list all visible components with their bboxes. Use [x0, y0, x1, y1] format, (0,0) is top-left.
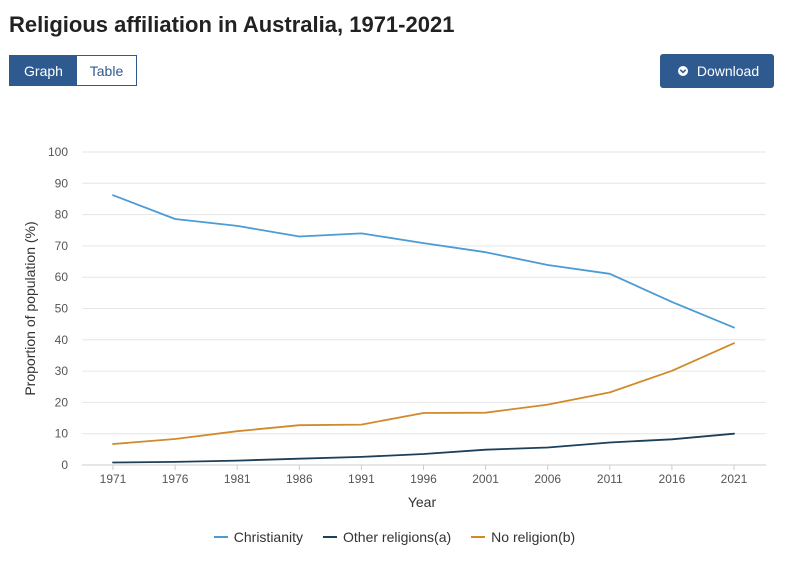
data-point: [236, 430, 238, 432]
tab-graph[interactable]: Graph: [10, 56, 77, 85]
data-point: [360, 456, 362, 458]
x-tick-label: 1996: [410, 472, 437, 486]
data-point: [422, 242, 424, 244]
y-tick-label: 70: [55, 239, 69, 253]
data-point: [733, 433, 735, 435]
legend-swatch: [471, 536, 486, 538]
data-point: [360, 232, 362, 234]
x-tick-label: 2016: [659, 472, 686, 486]
y-axis-title: Proportion of population (%): [22, 221, 38, 395]
chart-legend: Christianity Other religions(a) No relig…: [0, 529, 789, 545]
data-point: [174, 461, 176, 463]
data-point: [236, 459, 238, 461]
data-point: [360, 423, 362, 425]
y-tick-label: 90: [55, 176, 69, 190]
legend-label: No religion(b): [491, 529, 576, 545]
data-point: [422, 412, 424, 414]
data-point: [298, 235, 300, 237]
chevron-down-icon: [677, 66, 688, 76]
y-tick-label: 20: [55, 395, 69, 409]
tab-table[interactable]: Table: [77, 56, 136, 85]
legend-item[interactable]: Christianity: [213, 529, 304, 545]
x-tick-label: 2011: [597, 472, 623, 486]
data-point: [609, 273, 611, 275]
page-title: Religious affiliation in Australia, 1971…: [9, 12, 455, 37]
series-line: [112, 342, 735, 445]
data-point: [174, 218, 176, 220]
x-tick-label: 1971: [100, 472, 127, 486]
data-point: [484, 448, 486, 450]
data-point: [484, 412, 486, 414]
data-point: [733, 342, 735, 344]
y-tick-label: 80: [55, 208, 69, 222]
data-point: [547, 264, 549, 266]
y-tick-label: 100: [48, 145, 68, 159]
download-label: Download: [696, 63, 760, 79]
x-tick-label: 2006: [534, 472, 561, 486]
data-point: [236, 225, 238, 227]
legend-swatch: [323, 536, 338, 538]
y-tick-label: 50: [55, 302, 69, 316]
y-tick-label: 60: [55, 270, 69, 284]
data-point: [298, 458, 300, 460]
line-chart: 0 10 20 30 40 50 60 70 80 90 100 1971 1976 1981 1986 19…: [22, 145, 766, 510]
x-tick-label: 1986: [286, 472, 313, 486]
data-point: [547, 403, 549, 405]
legend-label: Other religions(a): [343, 529, 452, 545]
data-point: [484, 251, 486, 253]
data-point: [671, 438, 673, 440]
data-point: [112, 461, 114, 463]
data-point: [112, 194, 114, 196]
data-point: [547, 446, 549, 448]
y-tick-label: 40: [55, 333, 69, 347]
legend-item[interactable]: Other religions(a): [323, 529, 451, 545]
data-point: [609, 441, 611, 443]
y-tick-label: 30: [55, 364, 69, 378]
x-tick-label: 1981: [224, 472, 251, 486]
x-tick-label: 1976: [162, 472, 189, 486]
data-point: [298, 424, 300, 426]
data-point: [609, 391, 611, 393]
data-point: [422, 453, 424, 455]
y-tick-label: 0: [61, 458, 68, 472]
view-tabs: Graph Table: [9, 55, 137, 86]
x-axis-title: Year: [408, 494, 437, 510]
x-tick-label: 2021: [721, 472, 748, 486]
legend-label: Christianity: [233, 529, 304, 545]
download-button[interactable]: Download: [660, 54, 774, 88]
x-tick-label: 1991: [348, 472, 375, 486]
data-point: [174, 438, 176, 440]
series-line: [112, 432, 735, 464]
legend-item[interactable]: No religion(b): [471, 529, 575, 545]
data-point: [112, 443, 114, 445]
x-tick-label: 2001: [472, 472, 499, 486]
y-tick-label: 10: [55, 427, 69, 441]
data-point: [671, 370, 673, 372]
series-line: [112, 194, 735, 329]
legend-swatch: [213, 536, 228, 538]
data-point: [671, 301, 673, 303]
data-point: [733, 326, 735, 328]
